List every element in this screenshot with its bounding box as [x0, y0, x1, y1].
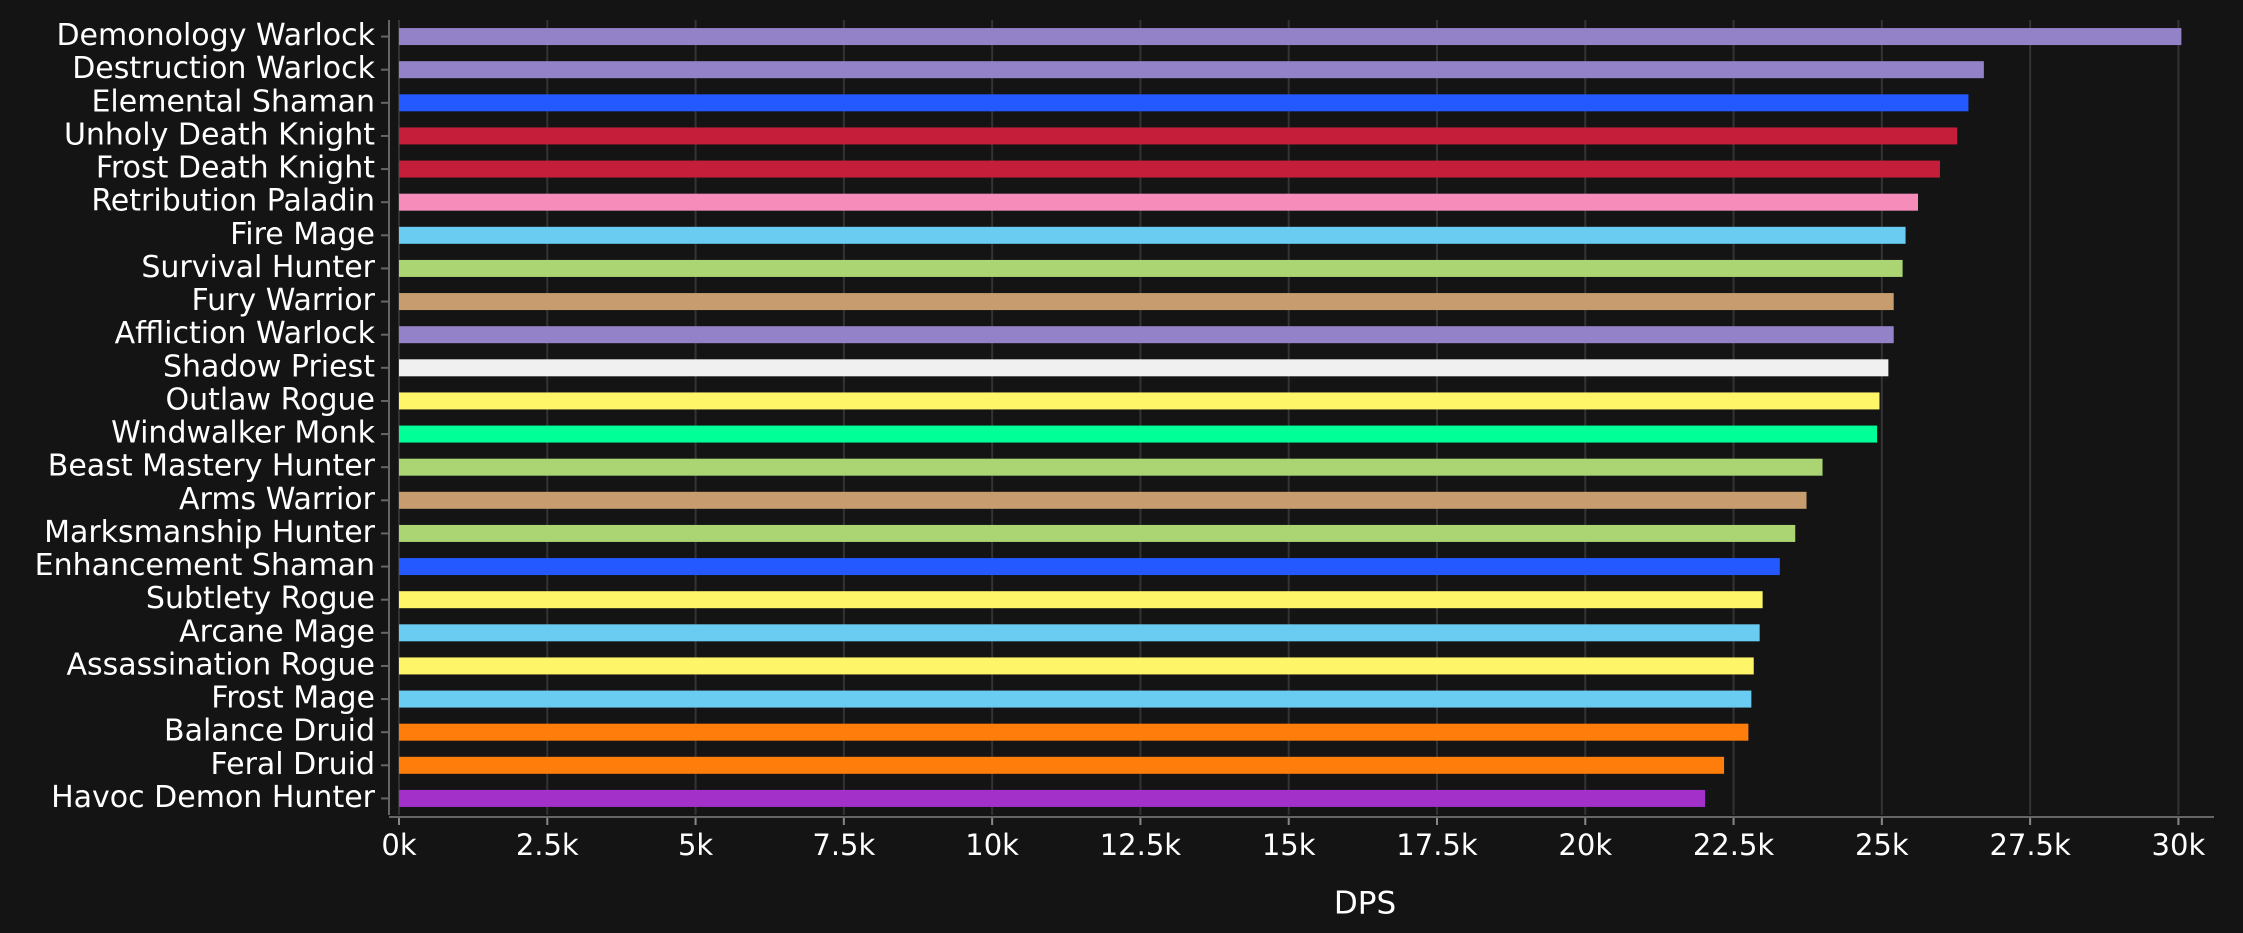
y-tick-label: Arcane Mage	[179, 614, 375, 649]
y-tick-label: Assassination Rogue	[66, 647, 375, 682]
bar	[399, 193, 1919, 211]
y-tick-label: Enhancement Shaman	[35, 548, 375, 583]
y-tick-label: Subtlety Rogue	[146, 581, 375, 616]
x-tick-label: 10k	[965, 828, 1019, 862]
bar	[399, 657, 1754, 675]
y-tick-label: Arms Warrior	[179, 482, 376, 517]
x-tick-label: 7.5k	[812, 828, 875, 862]
y-tick-label: Unholy Death Knight	[64, 117, 375, 152]
y-tick-label: Outlaw Rogue	[165, 382, 375, 417]
x-tick-label: 2.5k	[516, 828, 579, 862]
bar	[399, 624, 1760, 642]
y-tick-label: Windwalker Monk	[111, 416, 376, 451]
bar	[399, 392, 1880, 410]
bar	[399, 789, 1706, 807]
y-tick-label: Destruction Warlock	[72, 51, 375, 86]
bar	[399, 61, 1984, 79]
y-tick-label: Affliction Warlock	[115, 316, 376, 351]
bar	[399, 723, 1749, 741]
y-tick-label: Fury Warrior	[191, 283, 375, 318]
y-tick-label: Frost Death Knight	[96, 151, 375, 186]
bar	[399, 160, 1940, 178]
y-tick-label: Beast Mastery Hunter	[48, 449, 376, 484]
y-tick-label: Balance Druid	[164, 714, 375, 749]
x-tick-label: 25k	[1855, 828, 1909, 862]
y-tick-label: Feral Druid	[211, 747, 376, 782]
x-tick-label: 15k	[1262, 828, 1316, 862]
bar	[399, 756, 1725, 774]
bar	[399, 226, 1906, 244]
bar	[399, 127, 1958, 145]
bar	[399, 591, 1763, 609]
x-axis-label: DPS	[1334, 886, 1396, 922]
y-tick-label: Havoc Demon Hunter	[51, 780, 376, 815]
bar	[399, 558, 1780, 576]
x-tick-label: 0k	[381, 828, 416, 862]
y-tick-label: Survival Hunter	[141, 250, 375, 285]
x-tick-label: 30k	[2152, 828, 2206, 862]
y-tick-label: Demonology Warlock	[56, 18, 375, 53]
bar	[399, 94, 1969, 112]
bar	[399, 458, 1823, 476]
x-tick-label: 12.5k	[1100, 828, 1182, 862]
bar	[399, 524, 1796, 542]
bar	[399, 326, 1894, 344]
y-tick-label: Fire Mage	[230, 217, 375, 252]
bar	[399, 425, 1878, 443]
x-tick-label: 17.5k	[1396, 828, 1478, 862]
bar	[399, 259, 1903, 277]
bar	[399, 293, 1894, 311]
bar	[399, 359, 1889, 377]
y-tick-label: Frost Mage	[211, 681, 375, 716]
y-tick-label: Marksmanship Hunter	[44, 515, 376, 550]
y-tick-label: Shadow Priest	[163, 349, 375, 384]
bar	[399, 690, 1752, 708]
y-tick-label: Elemental Shaman	[91, 84, 375, 119]
bar	[399, 491, 1807, 509]
x-tick-label: 20k	[1558, 828, 1612, 862]
y-tick-label: Retribution Paladin	[91, 184, 375, 219]
x-tick-label: 22.5k	[1693, 828, 1775, 862]
bar	[399, 28, 2182, 46]
x-tick-label: 5k	[678, 828, 713, 862]
x-tick-label: 27.5k	[1989, 828, 2071, 862]
